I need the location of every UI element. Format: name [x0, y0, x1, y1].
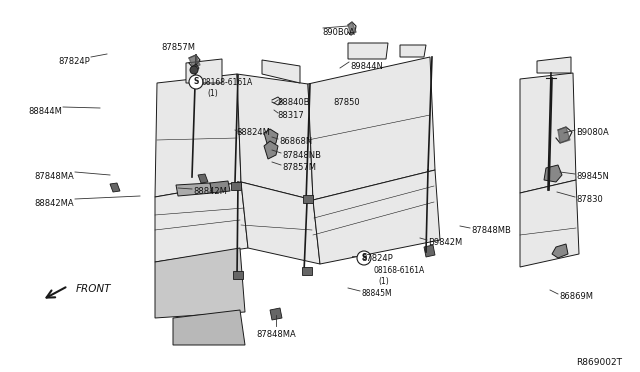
- Text: FRONT: FRONT: [76, 284, 111, 294]
- Polygon shape: [424, 245, 435, 257]
- Text: (1): (1): [207, 89, 218, 98]
- Text: 88840B: 88840B: [277, 98, 310, 107]
- Text: 89845N: 89845N: [576, 172, 609, 181]
- Text: 88845M: 88845M: [361, 289, 392, 298]
- Text: 87857M: 87857M: [161, 43, 195, 52]
- Polygon shape: [110, 183, 120, 192]
- Polygon shape: [176, 183, 212, 196]
- Polygon shape: [155, 248, 245, 318]
- Text: 87848MB: 87848MB: [471, 226, 511, 235]
- Polygon shape: [558, 127, 570, 143]
- Text: 87824P: 87824P: [361, 254, 393, 263]
- Polygon shape: [210, 181, 230, 193]
- Polygon shape: [155, 74, 241, 197]
- Polygon shape: [198, 174, 208, 183]
- Text: 87848NB: 87848NB: [282, 151, 321, 160]
- Bar: [302, 267, 312, 275]
- Polygon shape: [400, 45, 426, 57]
- Polygon shape: [520, 73, 576, 193]
- Polygon shape: [237, 74, 313, 200]
- Polygon shape: [544, 165, 562, 182]
- Text: 88824M: 88824M: [236, 128, 270, 137]
- Polygon shape: [173, 310, 245, 345]
- Text: 890B0A: 890B0A: [322, 28, 355, 37]
- Circle shape: [357, 251, 371, 265]
- Polygon shape: [348, 43, 388, 59]
- Polygon shape: [155, 182, 248, 262]
- Polygon shape: [520, 180, 579, 267]
- Circle shape: [189, 75, 203, 89]
- Text: 87850: 87850: [333, 98, 360, 107]
- Text: 89844N: 89844N: [350, 62, 383, 71]
- Text: 88842M: 88842M: [193, 187, 227, 196]
- Text: 08168-6161A: 08168-6161A: [202, 78, 253, 87]
- Polygon shape: [264, 141, 278, 159]
- Text: 87857M: 87857M: [282, 163, 316, 172]
- Text: S: S: [362, 253, 367, 263]
- Text: 87824P: 87824P: [58, 57, 90, 66]
- Polygon shape: [241, 182, 320, 264]
- Bar: [233, 271, 243, 279]
- Polygon shape: [308, 57, 435, 200]
- Circle shape: [190, 66, 198, 74]
- Polygon shape: [552, 244, 568, 258]
- Text: 88844M: 88844M: [28, 107, 62, 116]
- Text: 87848MA: 87848MA: [35, 172, 74, 181]
- Text: 08168-6161A: 08168-6161A: [373, 266, 424, 275]
- Polygon shape: [264, 129, 278, 147]
- Text: 88842MA: 88842MA: [35, 199, 74, 208]
- Text: 86869M: 86869M: [559, 292, 593, 301]
- Text: 88317: 88317: [277, 111, 304, 120]
- Bar: [231, 182, 241, 190]
- Polygon shape: [537, 57, 571, 73]
- Polygon shape: [313, 170, 440, 264]
- Text: R869002T: R869002T: [576, 358, 622, 367]
- Text: 87830: 87830: [576, 195, 603, 204]
- Text: 87848MA: 87848MA: [256, 330, 296, 339]
- Text: B9842M: B9842M: [428, 238, 462, 247]
- Polygon shape: [262, 60, 300, 83]
- Polygon shape: [270, 308, 282, 320]
- Text: S: S: [193, 77, 198, 87]
- Text: 86868N: 86868N: [279, 137, 312, 146]
- Polygon shape: [189, 55, 200, 68]
- Polygon shape: [186, 59, 222, 83]
- Text: (1): (1): [378, 277, 388, 286]
- Text: B9080A: B9080A: [576, 128, 609, 137]
- Bar: [303, 195, 313, 203]
- Polygon shape: [348, 22, 356, 35]
